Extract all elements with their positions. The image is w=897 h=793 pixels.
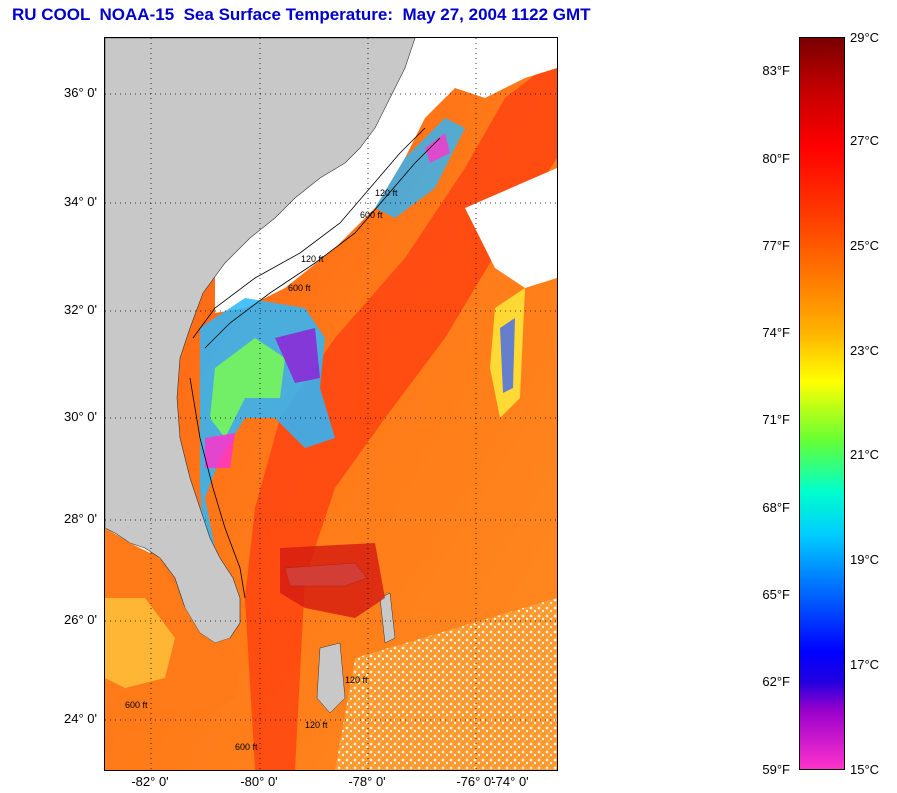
- fahrenheit-label: 59°F: [762, 762, 790, 777]
- sst-map-canvas: 120 ft 600 ft 120 ft 600 ft 120 ft 600 f…: [105, 38, 557, 770]
- fahrenheit-label: 65°F: [762, 587, 790, 602]
- cloud-cover-north: [215, 38, 557, 313]
- fahrenheit-label: 77°F: [762, 238, 790, 253]
- fahrenheit-label: 74°F: [762, 325, 790, 340]
- celsius-label: 21°C: [850, 447, 880, 462]
- cloud-cover-east: [465, 168, 557, 288]
- fahrenheit-label: 71°F: [762, 412, 790, 427]
- cloud-cover-south: [335, 598, 557, 770]
- isobath-120ft: [192, 127, 426, 339]
- isobath-label: 600 ft: [235, 742, 258, 752]
- lon-label: -74° 0': [491, 774, 529, 789]
- gulf-yellow-shelf: [105, 598, 175, 688]
- isobath-label: 120 ft: [301, 254, 324, 264]
- cold-patch-purple: [275, 328, 320, 383]
- cool-north-magenta: [425, 133, 450, 163]
- isobath-label: 600 ft: [125, 700, 148, 710]
- lat-label: 32° 0': [64, 302, 97, 317]
- sst-map[interactable]: 120 ft 600 ft 120 ft 600 ft 120 ft 600 f…: [104, 37, 558, 771]
- fahrenheit-label: 68°F: [762, 500, 790, 515]
- lon-label: -80° 0': [240, 774, 278, 789]
- lat-label: 24° 0': [64, 711, 97, 726]
- isobath-label: 120 ft: [305, 720, 328, 730]
- celsius-label: 17°C: [850, 657, 880, 672]
- lat-label: 28° 0': [64, 511, 97, 526]
- celsius-label: 27°C: [850, 133, 880, 148]
- lat-label: 26° 0': [64, 612, 97, 627]
- celsius-label: 15°C: [850, 762, 880, 777]
- lat-label: 30° 0': [64, 409, 97, 424]
- isobath-label: 120 ft: [375, 188, 398, 198]
- celsius-label: 25°C: [850, 238, 880, 253]
- bahamas-bank-warm: [280, 543, 385, 618]
- lon-label: -82° 0': [131, 774, 169, 789]
- celsius-label: 23°C: [850, 343, 880, 358]
- lon-label: -78° 0': [348, 774, 386, 789]
- cool-east-blue: [500, 318, 515, 393]
- fahrenheit-label: 83°F: [762, 63, 790, 78]
- lat-label: 34° 0': [64, 194, 97, 209]
- fahrenheit-label: 80°F: [762, 151, 790, 166]
- isobath-label: 120 ft: [345, 675, 368, 685]
- fahrenheit-label: 62°F: [762, 674, 790, 689]
- celsius-label: 19°C: [850, 552, 880, 567]
- map-grid: [105, 38, 557, 770]
- page-title: RU COOL NOAA-15 Sea Surface Temperature:…: [12, 5, 591, 24]
- isobath-label: 600 ft: [360, 210, 383, 220]
- cold-patch-magenta: [205, 433, 235, 468]
- isobath-600ft: [204, 137, 441, 349]
- celsius-label: 29°C: [850, 30, 880, 45]
- land-us-southeast: [105, 38, 416, 644]
- gulf-of-mexico-water: [105, 528, 240, 738]
- land-eleuthera: [379, 592, 396, 644]
- cool-shelf-green: [210, 338, 285, 438]
- lon-label: -76° 0': [456, 774, 494, 789]
- temperature-colorbar: [799, 37, 845, 770]
- isobath-label: 600 ft: [288, 283, 311, 293]
- isobath-florida: [189, 377, 246, 599]
- lat-label: 36° 0': [64, 85, 97, 100]
- land-andros: [316, 642, 346, 714]
